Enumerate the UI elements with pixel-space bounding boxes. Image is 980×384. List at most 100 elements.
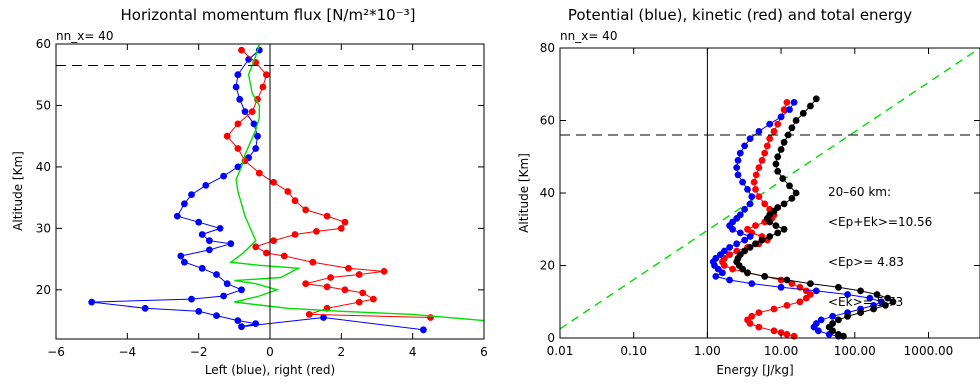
- data-point: [206, 237, 213, 245]
- data-point: [746, 200, 754, 208]
- data-point: [870, 305, 877, 313]
- data-point: [250, 120, 258, 128]
- data-point: [234, 163, 242, 171]
- data-point: [291, 197, 299, 205]
- y-tick-label: 80: [540, 41, 555, 55]
- data-point: [779, 175, 787, 182]
- data-point: [280, 252, 288, 260]
- chart-title: Horizontal momentum flux [N/m²*10⁻³]: [121, 6, 416, 24]
- data-point: [313, 228, 320, 235]
- data-point: [840, 332, 847, 340]
- y-tick-label: 40: [36, 160, 51, 174]
- series-layer: [559, 47, 980, 340]
- data-point: [726, 244, 733, 251]
- x-tick-label: 0.01: [547, 344, 574, 358]
- data-point: [746, 233, 754, 240]
- data-point: [748, 280, 756, 287]
- data-point: [790, 99, 798, 106]
- data-point: [323, 283, 331, 291]
- data-point: [741, 142, 748, 150]
- data-point: [345, 264, 352, 272]
- data-point: [829, 312, 836, 320]
- data-point: [739, 178, 746, 186]
- y-tick-label: 60: [540, 114, 555, 128]
- data-point: [744, 269, 751, 277]
- y-tick-label: 20: [540, 259, 555, 273]
- reference-lines: [560, 48, 980, 338]
- data-point: [263, 71, 270, 79]
- data-point: [359, 289, 367, 297]
- data-point: [213, 271, 220, 278]
- data-point: [198, 264, 206, 272]
- data-point: [777, 146, 785, 153]
- data-point: [788, 280, 796, 287]
- data-point: [792, 117, 800, 124]
- y-axis-label: Altitude [Km]: [11, 151, 25, 231]
- data-point: [88, 298, 96, 306]
- data-point: [741, 236, 748, 244]
- reference-lines: [56, 44, 484, 339]
- data-point: [234, 317, 242, 324]
- data-point: [234, 145, 242, 152]
- data-point: [234, 120, 242, 128]
- data-point: [370, 295, 377, 303]
- axis-ticks: −6 −4 −2 0 2 4 6 20 30 40 50 60: [36, 37, 488, 359]
- data-point: [213, 312, 220, 319]
- data-point: [236, 95, 244, 103]
- energy-chart: Potential (blue), kinetic (red) and tota…: [517, 6, 980, 377]
- data-point: [248, 108, 256, 115]
- data-point: [736, 229, 744, 237]
- data-point: [783, 99, 791, 106]
- data-point: [866, 294, 874, 302]
- x-tick-label: 10.00: [764, 344, 798, 358]
- data-point: [755, 323, 763, 331]
- data-point: [835, 316, 842, 324]
- series-line: [559, 47, 980, 330]
- data-point: [780, 200, 788, 208]
- chart-title: Potential (blue), kinetic (red) and tota…: [568, 6, 912, 24]
- x-tick-label: −2: [190, 345, 208, 359]
- data-point: [717, 251, 724, 258]
- data-point: [770, 127, 778, 135]
- data-point: [812, 95, 820, 103]
- data-point: [327, 274, 334, 281]
- data-point: [790, 332, 798, 340]
- x-axis-label: Energy [J/kg]: [716, 363, 793, 377]
- data-point: [758, 236, 766, 244]
- data-point: [177, 252, 185, 260]
- series-layer: [88, 43, 485, 334]
- data-point: [774, 229, 782, 237]
- data-point: [252, 145, 260, 152]
- data-point: [777, 283, 785, 291]
- data-point: [792, 189, 800, 197]
- data-point: [232, 83, 240, 91]
- data-point: [238, 46, 245, 54]
- data-point: [807, 102, 814, 110]
- data-point: [202, 182, 210, 189]
- y-tick-label: 60: [36, 37, 51, 51]
- data-point: [763, 142, 771, 150]
- annotation-kinetic: <Ek>= 5.73: [828, 295, 903, 309]
- data-point: [141, 304, 149, 312]
- data-point: [857, 309, 864, 316]
- data-point: [844, 312, 851, 320]
- data-point: [309, 258, 317, 266]
- data-point: [739, 265, 746, 273]
- x-tick-label: −6: [47, 345, 65, 359]
- data-point: [736, 149, 744, 157]
- data-point: [726, 276, 733, 284]
- data-point: [844, 291, 851, 298]
- x-tick-label: 1.00: [694, 344, 721, 358]
- data-point: [729, 225, 736, 233]
- data-point: [774, 153, 782, 161]
- data-point: [238, 323, 245, 331]
- data-point: [783, 331, 791, 338]
- data-point: [761, 273, 769, 280]
- annotation-range: 20–60 km:: [828, 185, 891, 199]
- data-point: [766, 218, 774, 226]
- data-point: [173, 212, 181, 220]
- data-point: [729, 265, 736, 273]
- data-point: [873, 291, 881, 298]
- y-tick-label: 40: [540, 186, 555, 200]
- data-point: [198, 231, 206, 238]
